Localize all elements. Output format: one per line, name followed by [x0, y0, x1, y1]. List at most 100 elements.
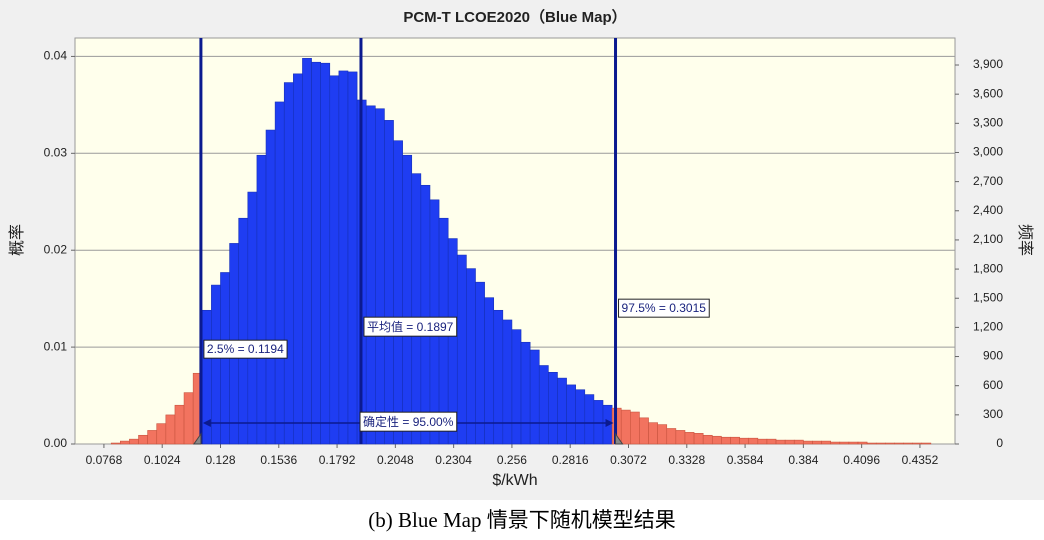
mean-label: 平均值 = 0.1897	[367, 319, 454, 334]
y-tick-label: 0.00	[44, 436, 68, 450]
y2-tick-label: 2,700	[973, 174, 1003, 188]
x-tick-label: 0.4352	[902, 453, 939, 467]
bar	[502, 319, 513, 445]
bar	[456, 254, 467, 445]
bar	[393, 140, 403, 445]
bar	[921, 442, 932, 445]
bar	[520, 341, 531, 445]
bar	[165, 414, 176, 445]
bar	[584, 394, 595, 445]
bar	[557, 377, 567, 445]
certainty-label: 确定性 = 95.00%	[363, 414, 454, 429]
bar	[684, 432, 695, 445]
bar	[721, 436, 731, 445]
bar	[821, 440, 831, 445]
bar	[711, 435, 722, 445]
bar	[648, 422, 658, 445]
y2-tick-label: 3,300	[973, 115, 1003, 129]
bar	[857, 441, 868, 445]
bar	[812, 440, 822, 445]
bar	[147, 430, 158, 445]
bar	[548, 371, 558, 445]
bar	[110, 442, 121, 445]
bar	[620, 409, 631, 445]
bar	[238, 217, 249, 445]
arrow-head	[605, 419, 614, 427]
bar	[875, 442, 886, 445]
bar	[174, 404, 185, 445]
bar	[766, 438, 777, 445]
bar	[529, 349, 540, 445]
chart-title: PCM-T LCOE2020（Blue Map）	[403, 8, 626, 26]
bar	[283, 82, 294, 445]
bar	[156, 423, 167, 445]
arrow-head	[202, 419, 211, 427]
y-axis-label: 概率	[8, 224, 26, 256]
bar	[885, 442, 895, 445]
bar	[693, 433, 704, 445]
x-tick-label: 0.3584	[727, 453, 764, 467]
bar	[566, 384, 576, 445]
x-tick-label: 0.1536	[260, 453, 297, 467]
bar	[839, 441, 850, 445]
bar	[120, 440, 130, 445]
bar	[575, 389, 586, 445]
bar	[511, 329, 522, 445]
bar	[129, 438, 139, 445]
bar	[320, 62, 331, 445]
caption: (b) Blue Map 情景下随机模型结果	[368, 508, 675, 532]
bar	[211, 284, 221, 445]
y2-tick-label: 300	[983, 407, 1003, 421]
bar	[803, 440, 813, 445]
bar	[538, 365, 549, 445]
x-tick-label: 0.1792	[319, 453, 356, 467]
upper-grabber	[615, 432, 624, 445]
bar	[793, 439, 804, 445]
bar	[848, 441, 859, 445]
bar	[138, 434, 148, 445]
mean-label-box	[363, 316, 458, 337]
bar	[593, 400, 604, 445]
bar	[302, 58, 312, 445]
bar	[775, 439, 786, 445]
bar	[411, 173, 422, 445]
bar	[347, 71, 358, 445]
bar	[311, 61, 321, 445]
bar	[748, 437, 759, 445]
y-tick-label: 0.02	[44, 242, 68, 256]
bar	[293, 73, 303, 445]
lower-label-box	[203, 339, 288, 359]
x-tick-label: 0.2304	[435, 453, 472, 467]
bar	[639, 417, 649, 445]
bar	[402, 154, 413, 445]
bar	[183, 392, 194, 445]
y2-tick-label: 900	[983, 349, 1003, 363]
y2-tick-label: 2,100	[973, 232, 1003, 246]
y2-tick-label: 1,500	[973, 290, 1003, 304]
bar	[657, 424, 668, 445]
certainty-label-box	[359, 411, 458, 432]
upper-label: 97.5% = 0.3015	[622, 301, 707, 315]
lower-grabber	[192, 432, 202, 445]
bar	[630, 411, 640, 445]
y-tick-label: 0.03	[44, 145, 68, 159]
y2-tick-label: 1,800	[973, 261, 1003, 275]
bar	[903, 442, 913, 445]
bar	[757, 438, 768, 445]
bar	[784, 439, 795, 445]
x-tick-label: 0.1024	[144, 453, 181, 467]
bar	[493, 309, 504, 445]
x-tick-label: 0.128	[205, 453, 235, 467]
bar	[265, 129, 276, 445]
x-axis-label: $/kWh	[492, 472, 537, 489]
lower-label-group: 2.5% = 0.1194	[203, 339, 288, 359]
x-tick-label: 0.2048	[377, 453, 414, 467]
bar	[830, 441, 841, 445]
x-tick-label: 0.4096	[843, 453, 880, 467]
bar	[384, 120, 394, 445]
bar	[702, 434, 713, 445]
bar	[666, 428, 677, 445]
y2-tick-label: 600	[983, 378, 1003, 392]
x-tick-label: 0.384	[788, 453, 818, 467]
